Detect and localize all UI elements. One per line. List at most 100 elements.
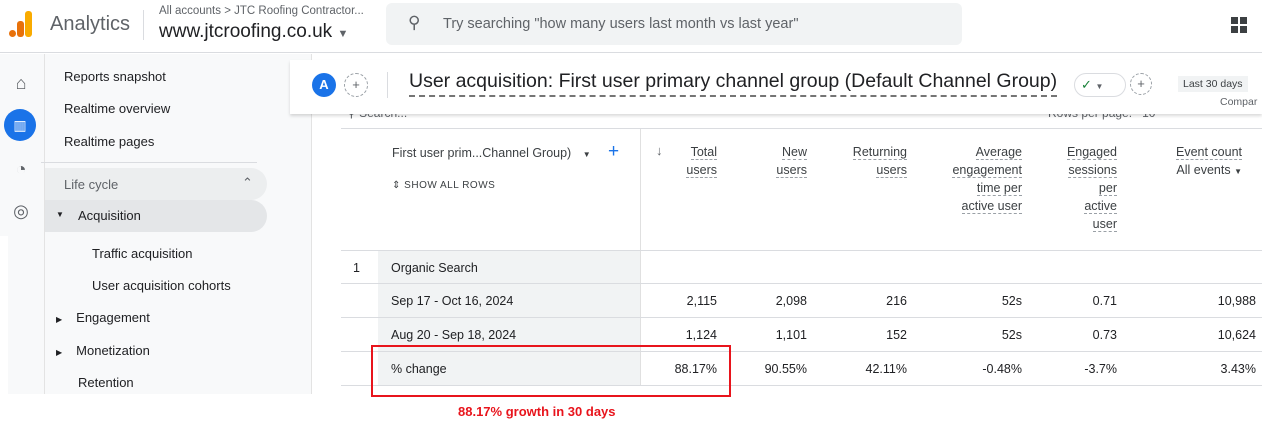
lifecycle-section[interactable]: Life cycle ⌃ [45,168,267,200]
metric-cell: 88.17% [674,362,717,376]
dimension-cell-bg [378,251,640,283]
header-text: users [876,163,907,178]
search-input[interactable]: Try searching "how many users last month… [443,16,799,32]
avatar[interactable]: A [312,73,336,97]
dimension-selector[interactable]: First user prim...Channel Group) ▼ [392,146,591,160]
table-row: % change 88.17% 90.55% 42.11% -0.48% -3.7% 3.4… [341,352,1262,386]
analytics-logo-icon [9,11,33,37]
explore-icon[interactable]: ◔ [15,159,27,179]
app-name: Analytics [50,13,131,35]
metric-cell: 42.11% [865,362,907,376]
divider [143,10,144,40]
col-total-users[interactable]: Total users [686,143,717,179]
nav-label: Monetization [76,343,150,358]
table [341,128,1262,129]
metric-cell: 10,988 [1217,294,1256,308]
caret-down-icon: ▼ [582,150,591,159]
caret-down-icon: ▼ [337,28,349,40]
metric-cell: 2,098 [775,294,807,308]
nav-reports-snapshot[interactable]: Reports snapshot [64,69,166,84]
header-text: active user [961,199,1022,214]
sort-desc-icon[interactable]: ↓ [656,143,663,158]
header-text: New [781,145,807,160]
add-comparison-button[interactable]: + [344,73,368,97]
reports-icon[interactable]: ▥ [4,109,36,141]
highlight-box [371,345,731,397]
status-dropdown[interactable]: ✓ ▼ [1074,73,1126,97]
check-circle-icon: ✓ [1081,77,1092,92]
metric-cell: 2,115 [686,294,717,308]
divider [41,162,257,163]
metric-cell: 52s [1001,294,1022,308]
nav-label: Engagement [76,310,150,325]
metric-cell: 10,624 [1217,328,1256,342]
caret-down-icon: ▼ [1234,167,1242,176]
nav-label: Acquisition [78,208,141,223]
add-dimension-icon[interactable]: + [608,141,620,162]
metric-cell: 0.73 [1092,328,1117,342]
caret-right-icon: ▶ [56,315,63,324]
property-name: www.jtcroofing.co.uk [159,21,333,42]
home-icon[interactable]: ⌂ [15,73,27,93]
table-row: 1 Organic Search [341,250,1262,284]
property-selector[interactable]: www.jtcroofing.co.uk ▼ [159,21,348,43]
nav-acquisition[interactable]: ▼ Acquisition [45,200,267,232]
search-bar[interactable]: ⚲ Try searching "how many users last mon… [386,3,962,45]
nav-traffic-acquisition[interactable]: Traffic acquisition [92,246,193,261]
metric-cell: 90.55% [764,362,807,376]
nav-user-acquisition-cohorts[interactable]: User acquisition cohorts [92,278,231,293]
header-text: time per [976,181,1022,196]
metric-cell: 1,124 [685,328,717,342]
header-text: Event count [1175,145,1242,160]
caret-right-icon: ▶ [56,348,63,357]
report-header: A + User acquisition: First user primary… [290,60,1262,114]
header-text: sessions [1068,163,1117,178]
dimension-cell-bg [378,352,640,385]
breadcrumb[interactable]: All accounts > JTC Roofing Contractor... [159,5,364,17]
icon-rail: ⌂ ▥ ◔ ◎ [0,54,44,236]
col-avg-engagement[interactable]: Average engagement time per active user [952,143,1022,215]
advertising-icon[interactable]: ◎ [13,201,29,221]
header-text: Average [975,145,1022,160]
caret-down-icon: ▼ [1095,82,1104,91]
nav-realtime-pages[interactable]: Realtime pages [64,134,155,149]
metric-cell: 52s [1001,328,1022,342]
dimension-label: First user prim...Channel Group) [392,146,572,160]
header-text: active [1084,199,1117,214]
metric-cell: -3.7% [1084,362,1117,376]
nav-retention[interactable]: Retention [78,375,134,390]
show-all-rows-button[interactable]: ⇕ SHOW ALL ROWS [392,180,495,191]
date-range-button[interactable]: Last 30 days [1178,76,1248,92]
header-text: users [686,163,717,178]
caret-down-icon: ▼ [56,210,64,219]
col-new-users[interactable]: New users [776,143,807,179]
column-divider [640,129,641,385]
row-label: % change [391,362,447,376]
metric-cell: 3.43% [1220,362,1256,376]
nav-background [8,236,44,394]
section-label: Life cycle [64,177,119,192]
event-filter: All events [1176,163,1231,177]
col-returning-users[interactable]: Returning users [852,143,907,179]
add-button[interactable]: + [1130,73,1152,95]
dimension-cell-bg [378,284,640,317]
page-title[interactable]: User acquisition: First user primary cha… [409,70,1058,97]
report-nav: Reports snapshot Realtime overview Realt… [41,54,312,394]
nav-realtime-overview[interactable]: Realtime overview [64,101,171,116]
compare-label: Compar [1220,96,1258,108]
search-icon: ⚲ [408,13,421,32]
nav-engagement[interactable]: ▶ Engagement [56,310,150,325]
metric-cell: 0.71 [1092,294,1117,308]
metric-cell: 216 [886,294,907,308]
row-label: Sep 17 - Oct 16, 2024 [391,294,514,308]
table-row: Sep 17 - Oct 16, 2024 2,115 2,098 216 52s 0.7… [341,284,1262,318]
chevron-up-icon: ⌃ [242,175,253,190]
nav-monetization[interactable]: ▶ Monetization [56,343,150,358]
header-text: user [1092,217,1117,232]
row-number: 1 [353,261,360,275]
metric-cell: 152 [886,328,907,342]
header-text: per [1098,181,1117,196]
col-engaged-sessions[interactable]: Engaged sessions per active user [1066,143,1117,233]
col-event-count[interactable]: Event count All events ▼ [1175,143,1242,181]
apps-grid-icon[interactable] [1231,17,1247,33]
